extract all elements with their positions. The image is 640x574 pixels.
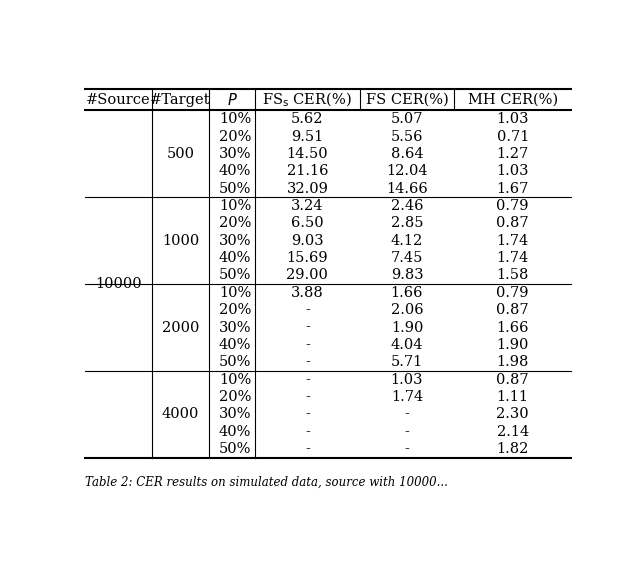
Text: 1.98: 1.98 (497, 355, 529, 369)
Text: #Source: #Source (86, 92, 151, 107)
Text: 50%: 50% (219, 442, 251, 456)
Text: $P$: $P$ (227, 92, 237, 107)
Text: 1.03: 1.03 (391, 373, 423, 387)
Text: 1.90: 1.90 (497, 338, 529, 352)
Text: 20%: 20% (219, 390, 251, 404)
Text: -: - (305, 355, 310, 369)
Text: 0.79: 0.79 (497, 199, 529, 213)
Text: -: - (305, 408, 310, 421)
Text: 3.24: 3.24 (291, 199, 324, 213)
Text: 30%: 30% (219, 408, 251, 421)
Text: 0.79: 0.79 (497, 286, 529, 300)
Text: 9.03: 9.03 (291, 234, 324, 248)
Text: 1.74: 1.74 (391, 390, 423, 404)
Text: -: - (305, 320, 310, 335)
Text: 5.62: 5.62 (291, 112, 324, 126)
Text: 10%: 10% (219, 373, 251, 387)
Text: 10000: 10000 (95, 277, 142, 291)
Text: #Target: #Target (150, 92, 211, 107)
Text: 50%: 50% (219, 269, 251, 282)
Text: 2.46: 2.46 (391, 199, 423, 213)
Text: 2.06: 2.06 (390, 303, 423, 317)
Text: 20%: 20% (219, 216, 251, 230)
Text: 10%: 10% (219, 286, 251, 300)
Text: 1.66: 1.66 (391, 286, 423, 300)
Text: 30%: 30% (219, 234, 251, 248)
Text: 1.82: 1.82 (497, 442, 529, 456)
Text: 50%: 50% (219, 181, 251, 196)
Text: 32.09: 32.09 (287, 181, 328, 196)
Text: -: - (404, 442, 410, 456)
Text: 2.14: 2.14 (497, 425, 529, 439)
Text: 14.50: 14.50 (287, 147, 328, 161)
Text: 20%: 20% (219, 130, 251, 144)
Text: 0.87: 0.87 (497, 373, 529, 387)
Text: 0.71: 0.71 (497, 130, 529, 144)
Text: 5.07: 5.07 (391, 112, 423, 126)
Text: -: - (305, 425, 310, 439)
Text: 1.03: 1.03 (497, 164, 529, 179)
Text: MH CER(%): MH CER(%) (468, 92, 558, 107)
Text: 30%: 30% (219, 147, 251, 161)
Text: 1.67: 1.67 (497, 181, 529, 196)
Text: -: - (305, 442, 310, 456)
Text: 1.74: 1.74 (497, 234, 529, 248)
Text: 1000: 1000 (162, 234, 199, 248)
Text: 20%: 20% (219, 303, 251, 317)
Text: 29.00: 29.00 (287, 269, 328, 282)
Text: 50%: 50% (219, 355, 251, 369)
Text: 1.74: 1.74 (497, 251, 529, 265)
Text: 1.03: 1.03 (497, 112, 529, 126)
Text: 6.50: 6.50 (291, 216, 324, 230)
Text: -: - (305, 390, 310, 404)
Text: 500: 500 (166, 147, 195, 161)
Text: 1.58: 1.58 (497, 269, 529, 282)
Text: Table 2: CER results on simulated data, source with 10000...: Table 2: CER results on simulated data, … (85, 475, 448, 488)
Text: 10%: 10% (219, 199, 251, 213)
Text: 1.11: 1.11 (497, 390, 529, 404)
Text: 30%: 30% (219, 320, 251, 335)
Text: 9.51: 9.51 (291, 130, 323, 144)
Text: 8.64: 8.64 (390, 147, 423, 161)
Text: -: - (404, 408, 410, 421)
Text: 4000: 4000 (162, 408, 199, 421)
Text: 1.66: 1.66 (497, 320, 529, 335)
Text: 4.12: 4.12 (391, 234, 423, 248)
Text: -: - (305, 338, 310, 352)
Text: FS CER(%): FS CER(%) (365, 92, 449, 107)
Text: 40%: 40% (219, 338, 251, 352)
Text: 14.66: 14.66 (386, 181, 428, 196)
Text: 2.85: 2.85 (391, 216, 423, 230)
Text: 5.56: 5.56 (391, 130, 423, 144)
Text: 40%: 40% (219, 164, 251, 179)
Text: 40%: 40% (219, 251, 251, 265)
Text: -: - (305, 373, 310, 387)
Text: 2000: 2000 (162, 320, 199, 335)
Text: -: - (305, 303, 310, 317)
Text: 40%: 40% (219, 425, 251, 439)
Text: 3.88: 3.88 (291, 286, 324, 300)
Text: 21.16: 21.16 (287, 164, 328, 179)
Text: 10%: 10% (219, 112, 251, 126)
Text: 9.83: 9.83 (390, 269, 423, 282)
Text: 5.71: 5.71 (391, 355, 423, 369)
Text: 15.69: 15.69 (287, 251, 328, 265)
Text: 12.04: 12.04 (386, 164, 428, 179)
Text: 7.45: 7.45 (391, 251, 423, 265)
Text: 2.30: 2.30 (497, 408, 529, 421)
Text: -: - (404, 425, 410, 439)
Text: FS$_{\sf s}$ CER(%): FS$_{\sf s}$ CER(%) (262, 91, 352, 109)
Text: 4.04: 4.04 (391, 338, 423, 352)
Text: 1.90: 1.90 (391, 320, 423, 335)
Text: 0.87: 0.87 (497, 216, 529, 230)
Text: 1.27: 1.27 (497, 147, 529, 161)
Text: 0.87: 0.87 (497, 303, 529, 317)
